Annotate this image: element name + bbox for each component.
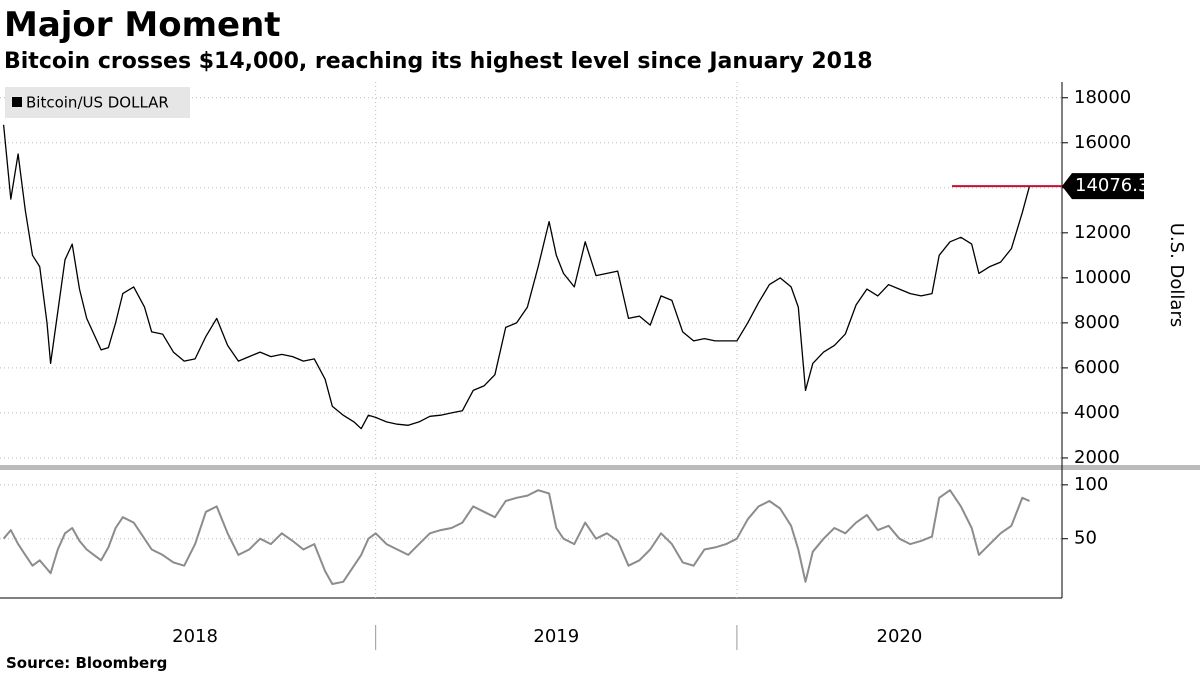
source: Source: Bloomberg	[6, 654, 167, 672]
y2-tick-label: 100	[1074, 474, 1108, 495]
y-tick-label: 12000	[1074, 222, 1131, 243]
chart-title: Major Moment	[4, 5, 281, 45]
x-tick-label: 2020	[877, 626, 923, 647]
price-line	[2, 124, 1031, 430]
y-tick-label: 18000	[1074, 87, 1131, 108]
legend-swatch	[12, 97, 22, 107]
legend-box	[5, 87, 190, 118]
y2-tick-label: 50	[1074, 528, 1097, 549]
y-tick-label: 2000	[1074, 447, 1120, 468]
y-tick-label: 16000	[1074, 132, 1131, 153]
y-axis-label: U.S. Dollars	[1166, 223, 1187, 327]
y-tick-label: 4000	[1074, 402, 1120, 423]
y-tick-label: 8000	[1074, 312, 1120, 333]
pane-divider	[0, 465, 1200, 470]
oscillator-line	[2, 489, 1030, 585]
y-tick-label: 6000	[1074, 357, 1120, 378]
x-tick-label: 2019	[533, 626, 579, 647]
x-tick-label: 2018	[172, 626, 218, 647]
chart-subtitle: Bitcoin crosses $14,000, reaching its hi…	[4, 49, 873, 74]
legend-label: Bitcoin/US DOLLAR	[26, 94, 169, 112]
y-tick-label: 10000	[1074, 267, 1131, 288]
last-value-label: 14076.34	[1075, 175, 1161, 196]
last-value-box	[1062, 173, 1144, 200]
